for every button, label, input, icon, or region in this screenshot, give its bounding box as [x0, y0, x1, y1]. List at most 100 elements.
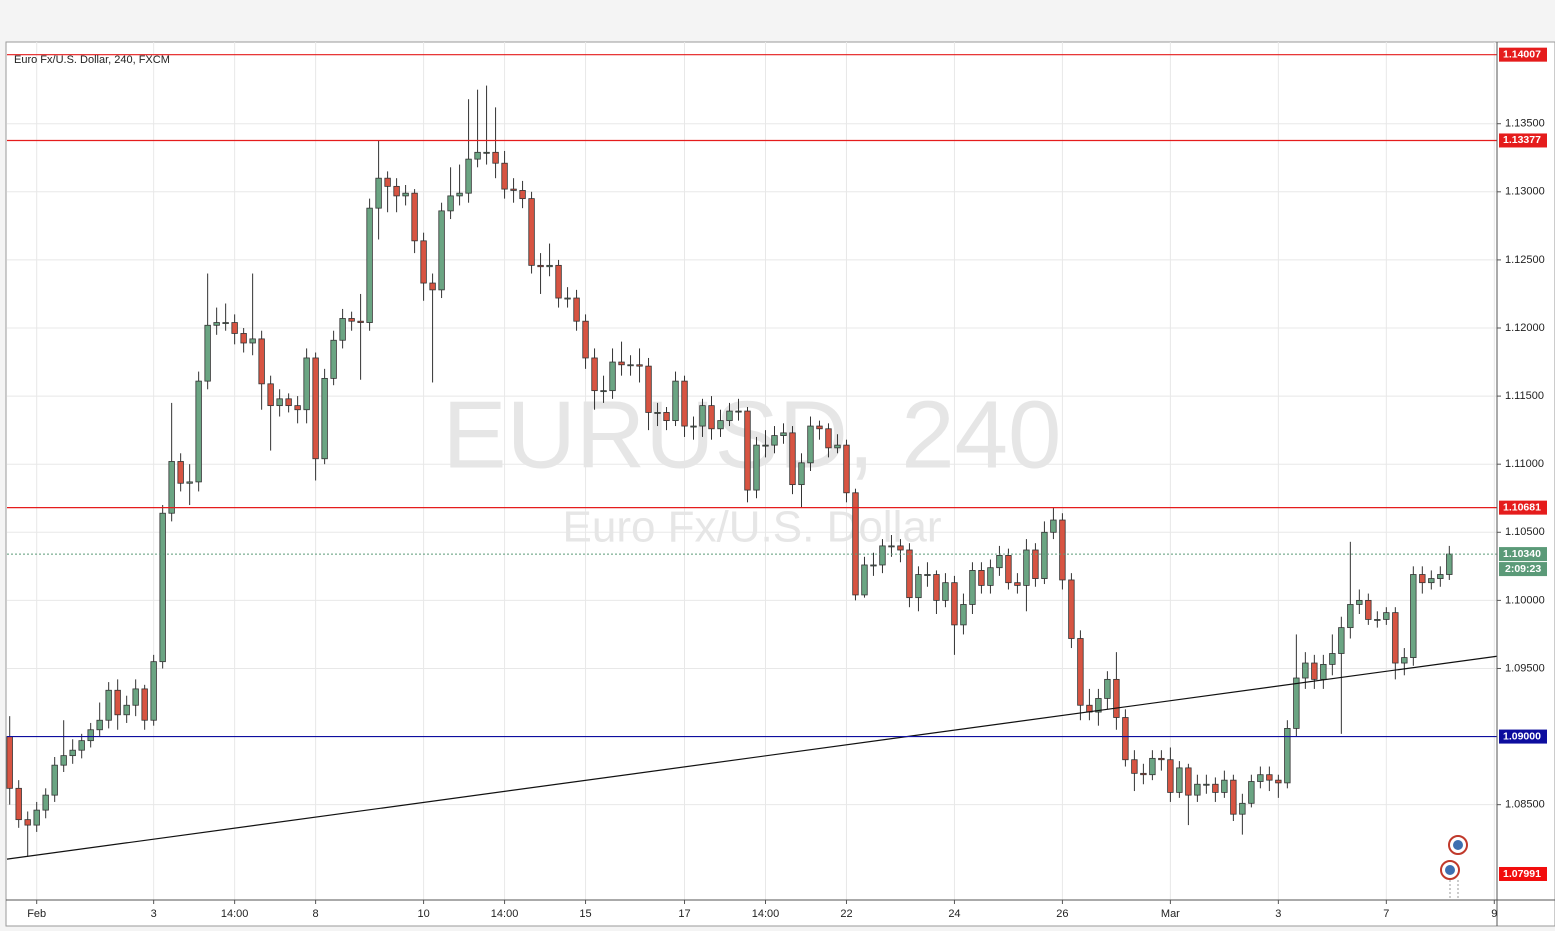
candle-body — [1140, 772, 1147, 776]
candle-body — [87, 729, 94, 742]
countdown-box — [1499, 562, 1547, 577]
candle-body — [1185, 767, 1192, 796]
price-label: 1.13377 — [1503, 134, 1541, 146]
candle-body — [1446, 553, 1453, 575]
candle-body — [834, 444, 841, 449]
candle-body — [1338, 627, 1345, 654]
candle-body — [906, 549, 913, 599]
candle-body — [1005, 555, 1012, 584]
candle-body — [24, 819, 31, 826]
candle-body — [150, 661, 157, 721]
candle-body — [519, 190, 526, 200]
candle-body — [1221, 779, 1228, 793]
candle-body — [897, 545, 904, 551]
candle-body — [105, 689, 112, 721]
candle-body — [861, 564, 868, 596]
candle-body — [78, 740, 85, 751]
candle-body — [1050, 519, 1057, 533]
candle-body — [960, 604, 967, 626]
price-label: 1.14007 — [1503, 48, 1541, 60]
chart-title: Euro Fx/U.S. Dollar, 240, FXCM — [14, 54, 170, 66]
x-tick-label: Feb — [27, 908, 46, 920]
candle-body — [249, 338, 256, 344]
watermark-name: Euro Fx/U.S. Dollar — [563, 503, 942, 552]
candle-body — [1095, 698, 1102, 713]
candle-body — [1032, 549, 1039, 579]
x-tick-label: 9 — [1491, 908, 1497, 920]
candle-body — [933, 574, 940, 601]
candle-body — [51, 764, 58, 796]
candle-body — [1284, 728, 1291, 784]
candle-body — [1356, 599, 1363, 605]
candle-body — [951, 582, 958, 626]
current-price-label: 1.10340 — [1503, 548, 1541, 560]
candle-body — [348, 318, 355, 322]
y-tick-label: 1.08500 — [1505, 799, 1545, 811]
candle-body — [528, 198, 535, 266]
candle-body — [1167, 759, 1174, 793]
x-tick-label: 22 — [840, 908, 852, 920]
candle-body — [213, 322, 220, 326]
candle-body — [969, 570, 976, 605]
candle-body — [285, 398, 292, 407]
candle-body — [357, 320, 364, 323]
candle-body — [474, 151, 481, 160]
candle-body — [240, 333, 247, 344]
candle-body — [1131, 759, 1138, 774]
x-tick-label: 26 — [1056, 908, 1068, 920]
candle-body — [168, 461, 175, 514]
candle-body — [1320, 663, 1327, 680]
candle-body — [267, 383, 274, 407]
candle-body — [663, 412, 670, 422]
x-tick-label: 14:00 — [752, 908, 780, 920]
x-tick-label: 24 — [948, 908, 960, 920]
candle-body — [600, 390, 607, 393]
candle-body — [987, 567, 994, 586]
axes: 1.08500 1.09500 1.10000 1.10500 1.11000 1.115… — [27, 47, 1547, 920]
candle-body — [942, 582, 949, 601]
x-tick-label: 14:00 — [221, 908, 249, 920]
candle-body — [1203, 783, 1210, 786]
candle-body — [1149, 757, 1156, 776]
y-tick-label: 1.11000 — [1505, 458, 1544, 470]
candle-body — [645, 365, 652, 413]
candle-body — [870, 564, 877, 567]
candle-body — [186, 481, 193, 484]
candle-body — [60, 755, 67, 766]
candle-body — [492, 151, 499, 164]
candle-body — [276, 398, 283, 407]
candle-body — [465, 158, 472, 194]
candle-body — [375, 177, 382, 209]
candle-body — [1347, 604, 1354, 629]
candle-body — [141, 688, 148, 721]
candle-body — [780, 432, 787, 436]
candle-body — [690, 425, 697, 428]
candle-body — [114, 689, 121, 716]
candle-body — [411, 192, 418, 242]
candle-body — [429, 282, 436, 291]
candle-body — [879, 545, 886, 566]
candle-body — [222, 322, 229, 324]
candle-body — [924, 574, 931, 576]
candle-body — [555, 264, 562, 299]
candle-body — [483, 151, 490, 154]
chart-frame — [5, 41, 1555, 927]
event-icons — [1440, 835, 1468, 900]
candle-body — [789, 432, 796, 486]
candle-body — [1293, 677, 1300, 729]
candle-body — [699, 405, 706, 427]
x-tick-label: 10 — [417, 908, 429, 920]
trend-line — [6, 655, 1498, 860]
candle-body — [735, 410, 742, 413]
candle-body — [1248, 781, 1255, 804]
price-label-box — [1499, 47, 1547, 62]
candle-body — [798, 462, 805, 486]
candle-body — [1437, 574, 1444, 579]
candle-body — [1275, 779, 1282, 784]
candle-body — [510, 188, 517, 191]
candle-body — [1041, 531, 1048, 579]
candle-body — [366, 207, 373, 323]
candle-body — [294, 405, 301, 411]
candle-body — [1410, 574, 1417, 658]
candle-body — [1068, 579, 1075, 639]
